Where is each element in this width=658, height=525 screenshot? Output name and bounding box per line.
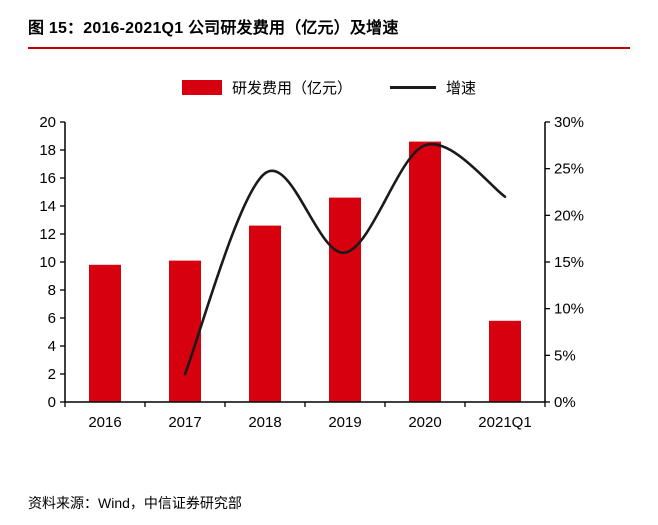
legend: 研发费用（亿元） 增速 xyxy=(0,77,658,98)
x-axis-label: 2019 xyxy=(328,414,361,431)
x-axis-label: 2016 xyxy=(88,414,121,431)
combo-chart: 0 2 4 6 8 10 12 14 16 18 20 0% 5% 10% 15% 20% 25% 30% 2016… xyxy=(39,114,584,431)
right-axis-label: 0% xyxy=(554,394,576,411)
right-axis-label: 20% xyxy=(554,207,584,224)
bar-2018 xyxy=(249,225,281,402)
left-axis-label: 20 xyxy=(39,114,56,131)
title-underline xyxy=(28,47,630,49)
x-axis-label: 2021Q1 xyxy=(478,414,531,431)
bar-legend-label: 研发费用（亿元） xyxy=(231,80,352,97)
growth-line xyxy=(183,142,507,376)
right-axis-label: 15% xyxy=(554,254,584,271)
bar-2019 xyxy=(329,197,361,402)
bar-2021Q1 xyxy=(489,320,521,402)
left-axis-label: 2 xyxy=(48,366,56,383)
chart-header: 图 15：2016-2021Q1 公司研发费用（亿元）及增速 xyxy=(0,0,658,38)
left-axis-label: 12 xyxy=(39,226,56,243)
bar-2016 xyxy=(89,264,121,402)
chart-area: 0 2 4 6 8 10 12 14 16 18 20 0% 5% 10% 15% 20% 25% 30% 2016… xyxy=(0,102,658,455)
source-note: 资料来源：Wind，中信证券研究部 xyxy=(28,495,242,511)
bar-2017 xyxy=(169,260,201,402)
page-title: 图 15：2016-2021Q1 公司研发费用（亿元）及增速 xyxy=(28,20,399,37)
left-axis-label: 4 xyxy=(48,338,56,355)
left-axis-label: 14 xyxy=(39,198,56,215)
x-axis-label: 2020 xyxy=(408,414,441,431)
line-swatch-icon xyxy=(390,86,436,89)
right-axis-label: 10% xyxy=(554,301,584,318)
bar-2020 xyxy=(409,141,441,402)
left-axis-label: 16 xyxy=(39,170,56,187)
bar-swatch-icon xyxy=(181,80,222,95)
line-legend-label: 增速 xyxy=(446,80,477,97)
left-axis-label: 6 xyxy=(48,310,56,327)
x-axis-label: 2018 xyxy=(248,414,281,431)
right-axis-label: 25% xyxy=(554,161,584,178)
legend-item-line: 增速 xyxy=(390,77,476,98)
right-axis-label: 5% xyxy=(554,347,576,364)
left-axis-label: 0 xyxy=(48,394,56,411)
left-axis-label: 10 xyxy=(39,254,56,271)
left-axis-label: 18 xyxy=(39,142,56,159)
right-axis-label: 30% xyxy=(554,114,584,131)
legend-item-bar: 研发费用（亿元） xyxy=(181,77,352,98)
x-axis-label: 2017 xyxy=(168,414,201,431)
left-axis-label: 8 xyxy=(48,282,56,299)
